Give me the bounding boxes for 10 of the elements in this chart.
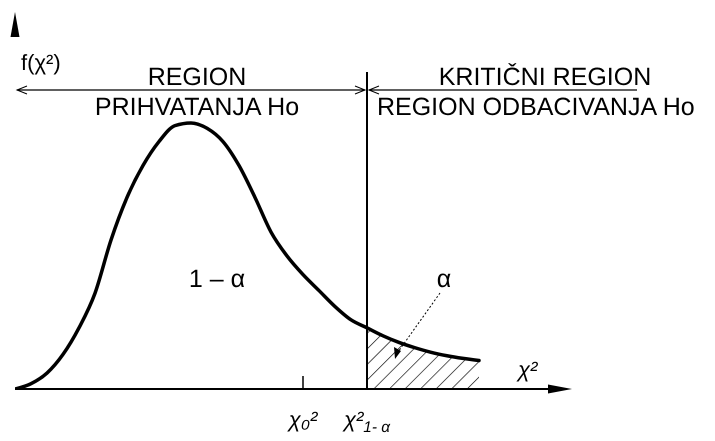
x-tick-label: χ²$_{1- α}$ (342, 407, 392, 436)
text: REGION (148, 63, 246, 91)
annotation: α (436, 265, 452, 293)
text: KRITIČNI REGION (438, 63, 652, 91)
text: REGION ODBACIVANJA Ho (377, 93, 695, 121)
text: PRIHVATANJA Ho (94, 93, 300, 121)
annotation: 1 – α (188, 265, 246, 293)
x-tick-label: χ₀² (286, 407, 318, 432)
x-axis-title: χ² (516, 357, 538, 382)
y-axis-title: f(χ²) (21, 50, 61, 75)
